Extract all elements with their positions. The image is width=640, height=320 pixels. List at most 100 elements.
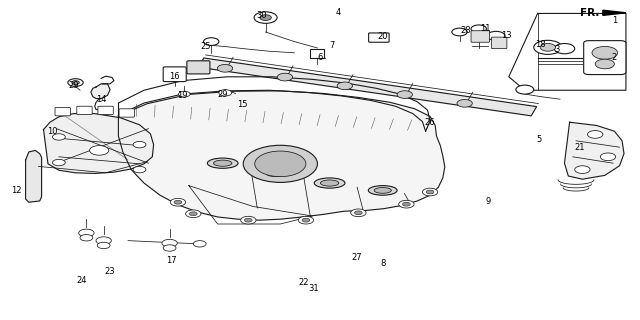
Text: 10: 10 <box>47 127 58 136</box>
Circle shape <box>554 44 575 54</box>
Text: 26: 26 <box>425 118 435 127</box>
Circle shape <box>403 202 410 206</box>
Polygon shape <box>603 10 626 15</box>
Circle shape <box>186 210 201 218</box>
Circle shape <box>174 200 182 204</box>
Text: 8: 8 <box>380 260 385 268</box>
Text: 9: 9 <box>485 197 490 206</box>
Circle shape <box>79 229 94 237</box>
Circle shape <box>399 200 414 208</box>
Text: 6: 6 <box>317 53 323 62</box>
Text: 14: 14 <box>96 95 106 104</box>
Circle shape <box>133 166 146 173</box>
Polygon shape <box>91 84 110 99</box>
Circle shape <box>96 237 111 244</box>
Text: 17: 17 <box>166 256 177 265</box>
Circle shape <box>163 245 176 251</box>
Circle shape <box>189 212 197 216</box>
Text: 22: 22 <box>299 278 309 287</box>
Polygon shape <box>118 91 445 220</box>
Text: 31: 31 <box>308 284 319 293</box>
Polygon shape <box>198 58 536 116</box>
Text: 3: 3 <box>554 45 559 54</box>
Ellipse shape <box>207 158 238 168</box>
Circle shape <box>193 241 206 247</box>
Text: 18: 18 <box>536 40 546 49</box>
Text: 19: 19 <box>177 92 188 100</box>
Text: 28: 28 <box>461 26 471 35</box>
FancyBboxPatch shape <box>584 41 626 75</box>
Circle shape <box>595 59 614 69</box>
Circle shape <box>52 159 65 166</box>
Circle shape <box>534 40 562 54</box>
Text: 2: 2 <box>612 53 617 62</box>
Ellipse shape <box>314 178 345 188</box>
FancyBboxPatch shape <box>119 109 134 117</box>
Ellipse shape <box>369 186 397 195</box>
Text: 13: 13 <box>502 31 512 40</box>
Circle shape <box>241 216 256 224</box>
Text: 25: 25 <box>201 42 211 51</box>
Circle shape <box>260 15 271 20</box>
FancyBboxPatch shape <box>55 108 70 116</box>
Ellipse shape <box>321 180 339 186</box>
Circle shape <box>600 153 616 161</box>
Text: 29: 29 <box>218 90 228 99</box>
Circle shape <box>255 151 306 177</box>
Text: 4: 4 <box>335 8 340 17</box>
Circle shape <box>302 218 310 222</box>
Circle shape <box>204 38 219 45</box>
Circle shape <box>133 141 146 148</box>
Circle shape <box>170 198 186 206</box>
Circle shape <box>351 209 366 217</box>
FancyBboxPatch shape <box>163 67 186 82</box>
Polygon shape <box>26 150 42 202</box>
Text: 27: 27 <box>352 253 362 262</box>
FancyBboxPatch shape <box>98 106 113 115</box>
Text: 12: 12 <box>11 186 21 195</box>
Circle shape <box>575 166 590 173</box>
FancyBboxPatch shape <box>369 33 389 42</box>
Circle shape <box>426 190 434 194</box>
Polygon shape <box>44 114 154 173</box>
Circle shape <box>179 91 190 97</box>
Text: 23: 23 <box>105 267 115 276</box>
Circle shape <box>540 44 556 51</box>
Circle shape <box>397 91 412 99</box>
Text: 30: 30 <box>256 11 266 20</box>
Circle shape <box>219 90 232 96</box>
FancyBboxPatch shape <box>310 49 324 58</box>
Ellipse shape <box>214 160 232 166</box>
Circle shape <box>254 12 277 23</box>
Text: 16: 16 <box>169 72 179 81</box>
Ellipse shape <box>266 170 284 177</box>
Circle shape <box>298 216 314 224</box>
Circle shape <box>457 100 472 107</box>
Circle shape <box>72 81 79 84</box>
Circle shape <box>243 145 317 182</box>
Text: 1: 1 <box>612 16 617 25</box>
FancyBboxPatch shape <box>77 106 92 115</box>
Text: 7: 7 <box>329 41 334 50</box>
FancyBboxPatch shape <box>492 37 507 49</box>
Circle shape <box>277 73 292 81</box>
Text: 24: 24 <box>77 276 87 285</box>
Text: 29: 29 <box>68 81 79 90</box>
Circle shape <box>90 146 109 155</box>
Circle shape <box>52 134 65 140</box>
Circle shape <box>218 65 233 72</box>
Circle shape <box>80 235 93 241</box>
Text: 20: 20 <box>378 32 388 41</box>
Text: 15: 15 <box>237 100 247 109</box>
Ellipse shape <box>374 188 391 193</box>
Circle shape <box>516 85 534 94</box>
Circle shape <box>244 218 252 222</box>
Circle shape <box>471 25 486 33</box>
Circle shape <box>355 211 362 215</box>
Text: FR.: FR. <box>580 8 599 18</box>
Circle shape <box>592 46 618 59</box>
FancyBboxPatch shape <box>471 31 490 42</box>
Circle shape <box>162 239 177 247</box>
Circle shape <box>588 131 603 138</box>
Circle shape <box>337 82 353 90</box>
